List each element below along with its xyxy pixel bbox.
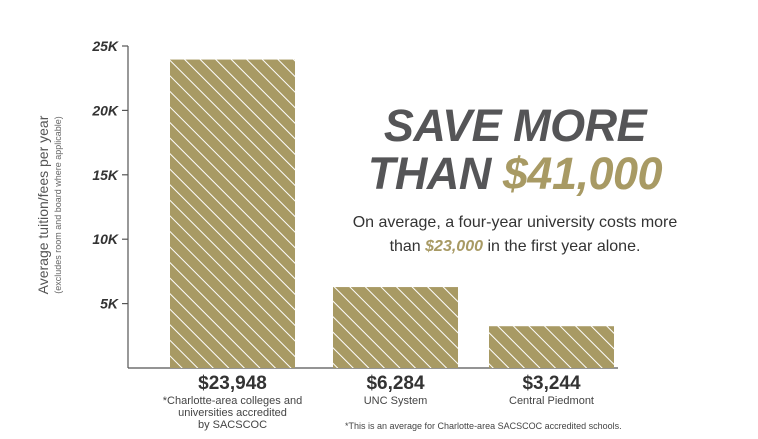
category-label: *Charlotte-area colleges and universities… [163, 395, 302, 431]
y-tick-label: 10K [92, 231, 119, 247]
subtext-prefix: than [389, 238, 426, 255]
bar [333, 287, 458, 368]
subtext: On average, a four-year university costs… [330, 211, 700, 259]
bar [489, 326, 614, 368]
headline-line-2: THAN $41,000 [330, 150, 700, 198]
subtext-line-2: than $23,000 in the first year alone. [330, 235, 700, 259]
subtext-line-1: On average, a four-year university costs… [352, 214, 678, 231]
bar [170, 59, 295, 369]
subtext-amount: $23,000 [425, 238, 483, 255]
y-tick-label: 15K [92, 167, 119, 183]
footnote: *This is an average for Charlotte-area S… [345, 421, 622, 431]
headline-prefix: THAN [367, 148, 503, 199]
bar-value-label: $23,948 [198, 373, 267, 394]
y-tick-label: 25K [91, 38, 119, 54]
bar-value-label: $3,244 [522, 373, 581, 394]
bar-labels-group: $23,948*Charlotte-area colleges and unive… [163, 373, 594, 431]
y-axis-title: Average tuition/fees per year [35, 115, 51, 294]
y-axis-title-group: Average tuition/fees per year (excludes … [35, 115, 63, 294]
y-tick-label: 20K [91, 102, 119, 118]
y-axis-note: (excludes room and board where applicabl… [53, 116, 63, 294]
y-axis-ticks: 5K 10K 15K 20K 25K [91, 38, 128, 312]
y-tick-label: 5K [100, 296, 119, 312]
category-label: Central Piedmont [509, 395, 594, 407]
headline: SAVE MORE THAN $41,000 [330, 102, 700, 198]
headline-amount: $41,000 [502, 148, 663, 199]
bar-value-label: $6,284 [366, 373, 425, 394]
subtext-suffix: in the first year alone. [483, 238, 641, 255]
category-label: UNC System [364, 395, 428, 407]
headline-line-1: SAVE MORE [383, 100, 647, 151]
bars-group [170, 59, 614, 369]
